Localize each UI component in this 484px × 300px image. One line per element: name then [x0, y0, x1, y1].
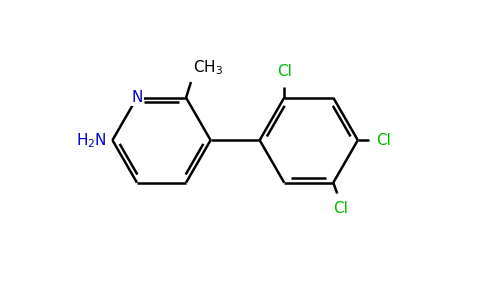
- Text: CH$_3$: CH$_3$: [194, 58, 224, 77]
- Text: N: N: [131, 90, 143, 105]
- Text: Cl: Cl: [333, 201, 348, 216]
- Text: H$_2$N: H$_2$N: [76, 131, 106, 149]
- Text: Cl: Cl: [377, 133, 392, 148]
- Text: Cl: Cl: [277, 64, 292, 79]
